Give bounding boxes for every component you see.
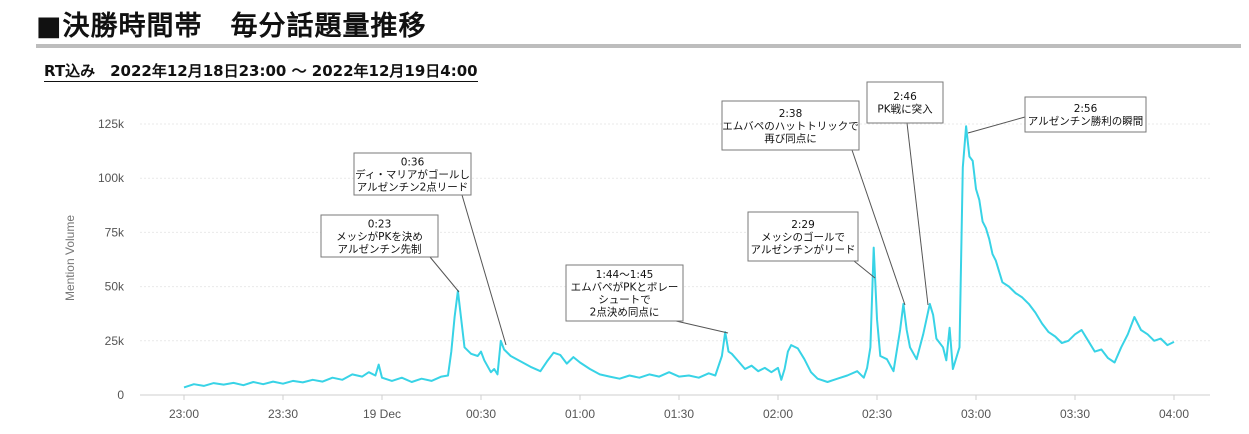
- x-tick-label: 19 Dec: [363, 407, 401, 421]
- series-layer: [183, 125, 1175, 389]
- annotation-box: [320, 214, 439, 258]
- x-tick-label: 00:30: [466, 407, 496, 421]
- annotation-text: アルゼンチン勝利の瞬間: [1028, 115, 1143, 128]
- annotation-leader-line: [851, 149, 906, 306]
- annotation-text: 2:29: [791, 219, 815, 231]
- annotation-leader-line: [906, 122, 929, 306]
- annotation-text: アルゼンチン先制: [338, 242, 422, 255]
- y-tick-label: 125k: [98, 117, 125, 131]
- annotation-text: 1:44〜1:45: [596, 269, 654, 281]
- x-axis-ticks: 23:00 23:30 19 Dec 00:30 01:00 01:30 02:00 02:3…: [169, 395, 1189, 421]
- annotation-text: 0:36: [401, 156, 425, 168]
- annotation-leader-line: [675, 320, 729, 334]
- x-tick-label: 23:30: [268, 407, 298, 421]
- x-tick-label: 01:30: [664, 407, 694, 421]
- annotation-leader-line: [429, 256, 460, 293]
- annotation-text: エムバペのハットトリックで: [722, 120, 859, 132]
- y-axis-ticks: 0 25k 50k 75k 100k 125k: [98, 117, 125, 402]
- page-title: ■決勝時間帯 毎分話題量推移: [36, 11, 427, 42]
- annotation-text: PK戦に突入: [877, 103, 933, 116]
- title-divider: [36, 44, 1241, 48]
- y-tick-label: 75k: [105, 225, 125, 239]
- annotation-leader-line: [853, 260, 876, 279]
- x-tick-label: 03:30: [1060, 407, 1090, 421]
- series-line: [183, 125, 1175, 389]
- annotations-layer: 0:23メッシがPKを決めアルゼンチン先制0:36ディ・マリアがゴールしアルゼン…: [320, 81, 1147, 346]
- annotation-text: シュートで: [598, 294, 651, 306]
- x-tick-label: 02:00: [763, 407, 793, 421]
- x-tick-label: 03:00: [961, 407, 991, 421]
- y-axis-label: Mention Volume: [63, 215, 77, 301]
- grid-lines: [140, 123, 1210, 396]
- annotation-text: メッシのゴールで: [761, 230, 845, 243]
- annotation-text: 0:23: [368, 218, 392, 230]
- annotation-box: [721, 100, 860, 151]
- annotation-text: 2:46: [893, 91, 917, 103]
- x-tick-label: 04:00: [1159, 407, 1189, 421]
- annotation-box: [1024, 96, 1147, 133]
- y-tick-label: 100k: [98, 171, 125, 185]
- y-tick-label: 50k: [105, 280, 125, 294]
- annotation-text: 2:38: [779, 108, 803, 120]
- annotation-box: [747, 211, 859, 262]
- annotation-box: [866, 81, 944, 124]
- annotation-text: 2点決め同点に: [590, 307, 660, 319]
- annotation-text: ディ・マリアがゴールし: [355, 168, 470, 181]
- y-tick-label: 0: [117, 388, 124, 402]
- annotation-text: アルゼンチンがリード: [751, 243, 856, 256]
- annotation-text: メッシがPKを決め: [336, 230, 423, 243]
- annotation-text: エムバペがPKとボレー: [571, 281, 679, 294]
- annotation-text: 再び同点に: [764, 133, 817, 145]
- annotation-leader-line: [461, 194, 507, 346]
- y-tick-label: 25k: [105, 334, 125, 348]
- annotation-leader-line: [967, 116, 1026, 134]
- annotation-box: [565, 264, 684, 322]
- chart-subtitle: RT込み 2022年12月18日23:00 ～ 2022年12月19日4:00: [44, 62, 478, 82]
- annotation-text: アルゼンチン2点リード: [357, 181, 469, 193]
- x-tick-label: 02:30: [862, 407, 892, 421]
- x-tick-label: 23:00: [169, 407, 199, 421]
- annotation-box: [353, 152, 472, 196]
- annotation-text: 2:56: [1074, 103, 1098, 115]
- x-tick-label: 01:00: [565, 407, 595, 421]
